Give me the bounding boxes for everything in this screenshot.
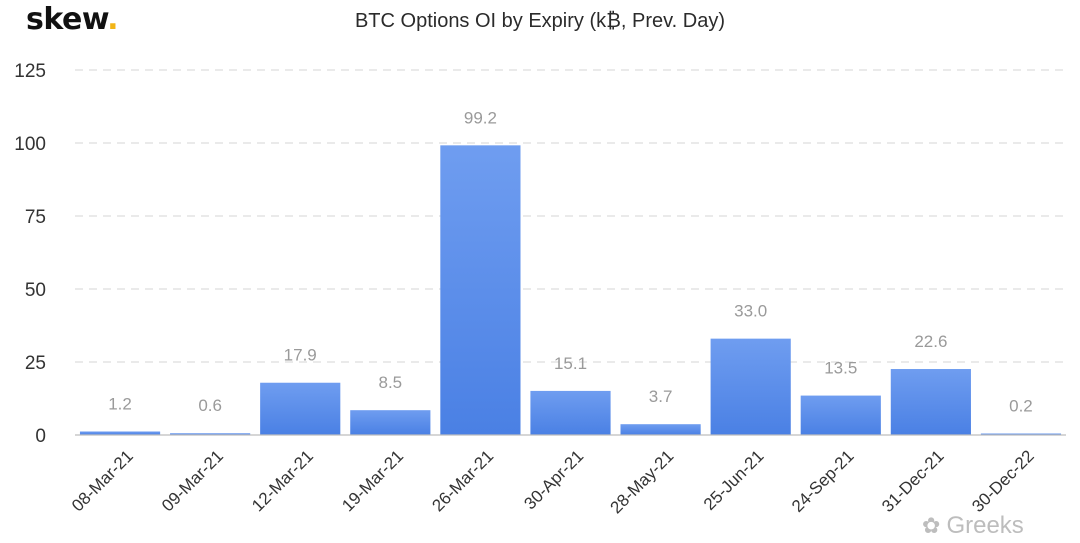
data-label: 17.9 [284, 346, 317, 365]
bar [620, 424, 701, 435]
bar [980, 433, 1062, 435]
x-tick-label: 09-Mar-21 [158, 446, 227, 515]
bar [170, 433, 251, 435]
bar [800, 395, 881, 435]
brand-name: skew [26, 2, 108, 37]
y-tick-label: 50 [25, 280, 46, 301]
bar [890, 369, 971, 435]
y-tick-label: 100 [14, 134, 46, 155]
bar [530, 390, 611, 435]
x-tick-label: 25-Jun-21 [700, 446, 768, 514]
bar [350, 410, 431, 435]
data-label: 22.6 [914, 332, 947, 351]
brand-dot: . [107, 2, 119, 37]
x-tick-label: 12-Mar-21 [248, 446, 317, 515]
x-tick-label: 26-Mar-21 [428, 446, 497, 515]
watermark: ✿ Greeks [922, 512, 1024, 540]
data-label: 15.1 [554, 354, 587, 373]
x-tick-label: 24-Sep-21 [788, 446, 858, 516]
x-tick-label: 19-Mar-21 [338, 446, 407, 515]
data-label: 33.0 [734, 302, 767, 321]
x-tick-label: 30-Apr-21 [520, 446, 587, 513]
data-label: 8.5 [378, 373, 402, 392]
bar [440, 145, 521, 435]
chart-title: BTC Options OI by Expiry (k₿, Prev. Day) [354, 10, 726, 32]
y-tick-label: 125 [14, 61, 46, 82]
data-label: 1.2 [108, 394, 132, 413]
x-tick-label: 31-Dec-21 [878, 446, 948, 516]
skew-logo: skew. [26, 2, 119, 37]
data-label: 13.5 [824, 359, 857, 378]
data-label: 0.6 [198, 396, 222, 415]
x-tick-label: 30-Dec-22 [968, 446, 1038, 516]
y-tick-label: 0 [35, 426, 46, 447]
bar [260, 382, 341, 435]
y-tick-label: 75 [25, 207, 46, 228]
x-tick-label: 08-Mar-21 [68, 446, 137, 515]
wechat-icon: ✿ [922, 513, 941, 538]
watermark-text: Greeks [946, 512, 1024, 539]
data-label: 0.2 [1009, 397, 1033, 416]
bar [79, 431, 161, 435]
data-label: 3.7 [649, 387, 673, 406]
y-tick-label: 25 [25, 353, 46, 374]
x-tick-label: 28-May-21 [607, 446, 678, 517]
data-label: 99.2 [464, 108, 497, 127]
bar [710, 338, 791, 435]
